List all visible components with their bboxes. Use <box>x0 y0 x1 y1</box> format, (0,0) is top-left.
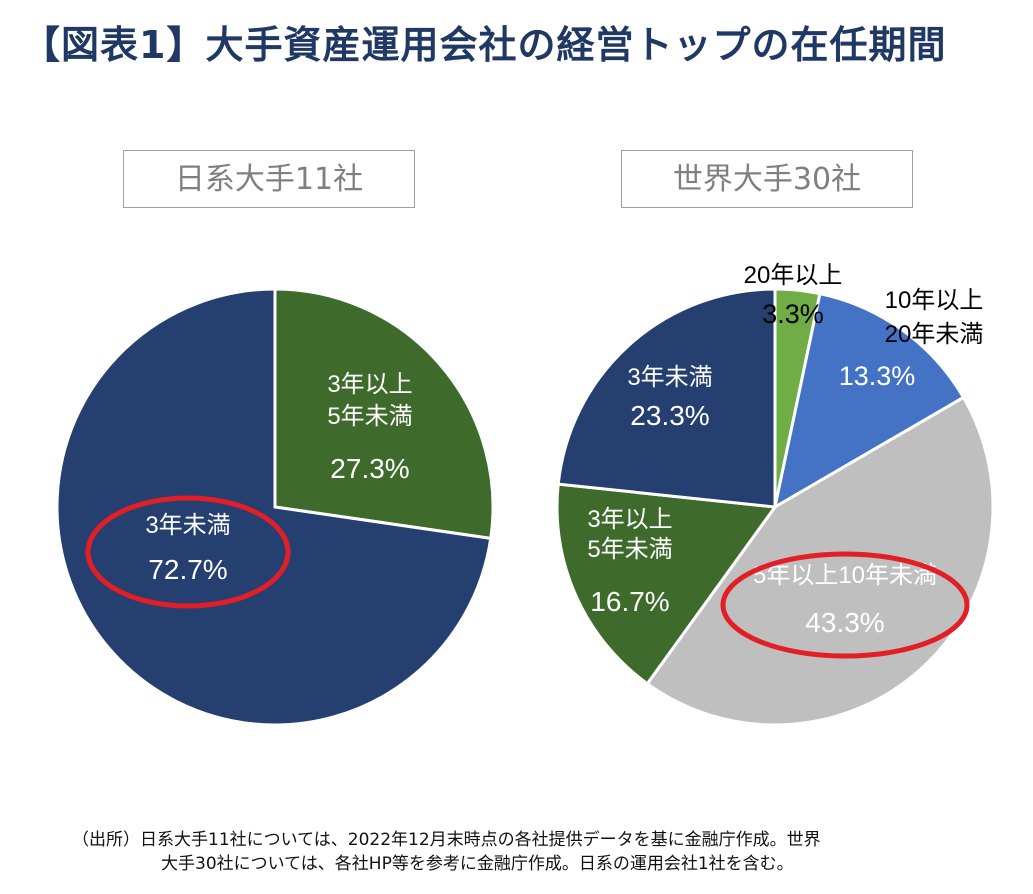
pie-1-slice-4 <box>556 287 777 509</box>
pie-charts: 3年以上 5年未満 27.3% 3年未満 72.7% 20年以上 3.3% 13.3% 5年以上… <box>55 262 995 727</box>
pie-0-slice-1 <box>55 287 493 727</box>
pie-1-slice-3-label-1: 5年未満 <box>587 536 672 563</box>
pie-1-slice-3-value: 16.7% <box>590 586 669 617</box>
pie-0-highlight-ellipse <box>85 495 291 609</box>
pie-1-slice-3 <box>555 482 778 686</box>
chart-title: 【図表1】大手資産運用会社の経営トップの在任期間 <box>22 23 947 67</box>
pie-0-slice-0-label-0: 3年以上 <box>327 371 412 398</box>
footnote-line-2: 大手30社については、各社HP等を参考に金融庁作成。日系の運用会社1社を含む。 <box>161 854 794 874</box>
pie-1-slice-1 <box>772 291 966 510</box>
pie-1-slice-0-value: 3.3% <box>762 299 824 329</box>
right-pie-title: 世界大手30社 <box>621 150 913 208</box>
pie-0-slice-0-value: 27.3% <box>330 453 409 484</box>
pie-1-slice-4-value: 23.3% <box>630 400 709 431</box>
pie-0-slice-1-label-0: 3年未満 <box>145 512 230 539</box>
pie-1-slice-3-label-0: 3年以上 <box>587 506 672 533</box>
pie-1-slice-1-value: 13.3% <box>839 361 916 391</box>
pie-1-slice-1-outside-label-1: 20年未満 <box>885 321 984 348</box>
pie-1-highlight-ellipse <box>720 551 970 659</box>
pie-0-slice-0 <box>273 287 495 541</box>
pie-0-slice-1-value: 72.7% <box>148 554 227 585</box>
pie-0-slice-0-label-1: 5年未満 <box>327 403 412 430</box>
pie-1-slice-2-value: 43.3% <box>805 607 884 638</box>
footnote-line-1: （出所）日系大手11社については、2022年12月末時点の各社提供データを基に金… <box>72 830 821 850</box>
pie-1-slice-4-label-0: 3年未満 <box>627 364 712 391</box>
pie-1-slice-2-label-0: 5年以上10年未満 <box>753 562 937 589</box>
pie-1-slice-1-outside-label-0: 10年以上 <box>885 287 984 314</box>
left-pie-title: 日系大手11社 <box>123 150 415 208</box>
pie-1-slice-2 <box>645 395 995 727</box>
footnote: （出所）日系大手11社については、2022年12月末時点の各社提供データを基に金… <box>72 828 1012 876</box>
pie-1-slice-0-label-0: 20年以上 <box>744 262 843 289</box>
